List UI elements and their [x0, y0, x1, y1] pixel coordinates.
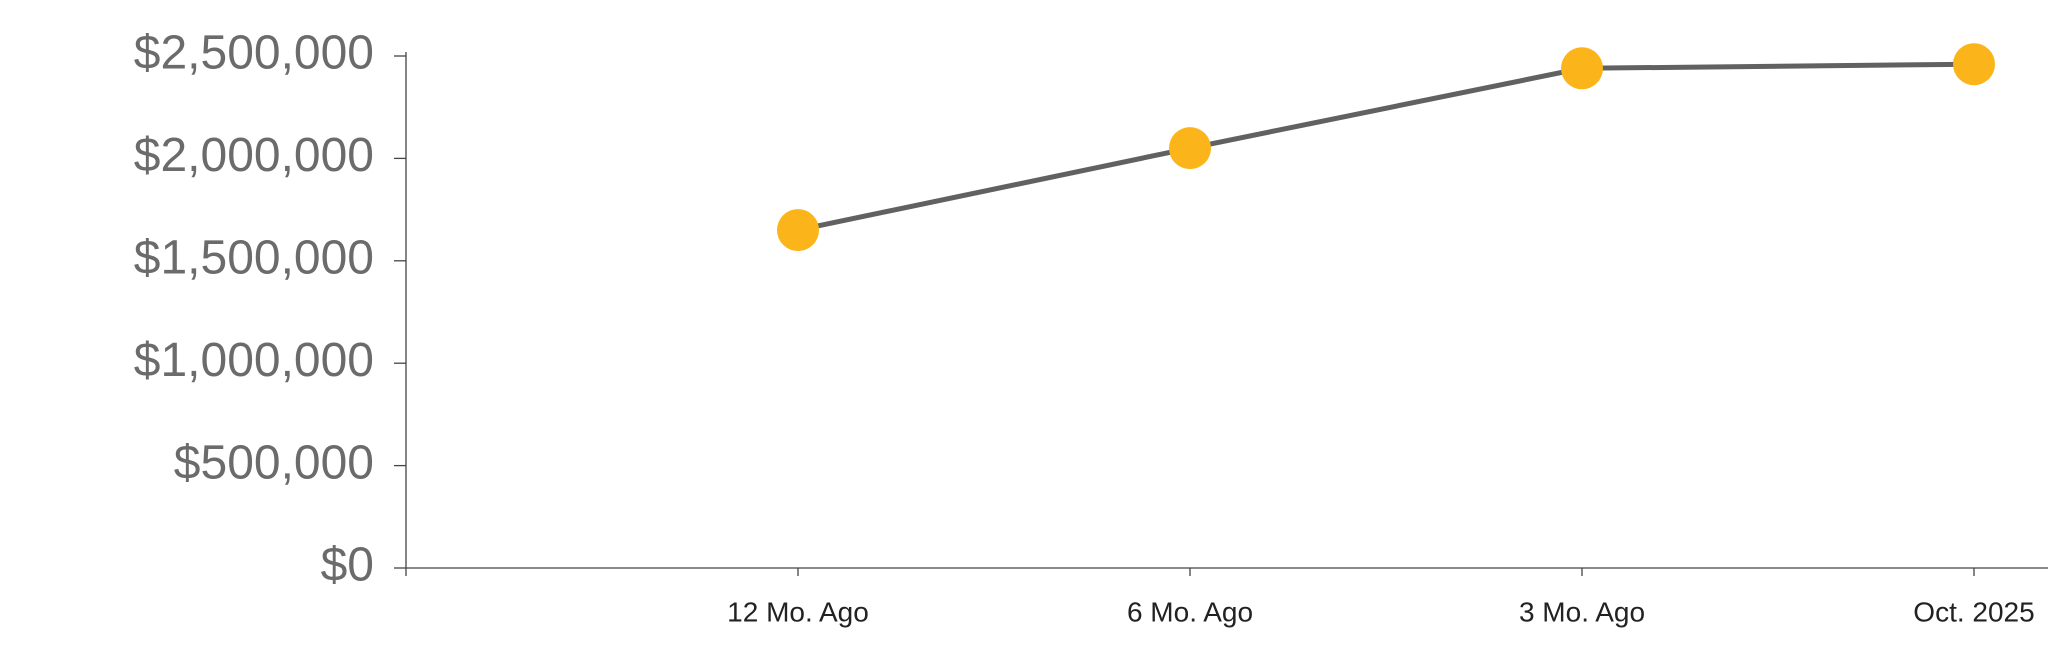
- point: [1561, 47, 1603, 90]
- y-tick-label: $2,000,000: [134, 129, 374, 182]
- line: [797, 61, 1975, 233]
- x-tick-label: Oct. 2025: [1913, 596, 2034, 627]
- x-tick-label: 3 Mo. Ago: [1519, 596, 1645, 627]
- point: [1953, 43, 1995, 86]
- point: [1169, 127, 1211, 170]
- x-tick-label: 6 Mo. Ago: [1127, 596, 1253, 627]
- y-tick-label: $500,000: [174, 436, 374, 489]
- x-tick-label: 12 Mo. Ago: [727, 596, 869, 627]
- y-tick-label: $1,500,000: [134, 231, 374, 284]
- y-tick-label: $0: [321, 539, 374, 592]
- y-tick-label: $1,000,000: [134, 334, 374, 387]
- point: [777, 209, 819, 252]
- y-tick-label: $2,500,000: [134, 27, 374, 80]
